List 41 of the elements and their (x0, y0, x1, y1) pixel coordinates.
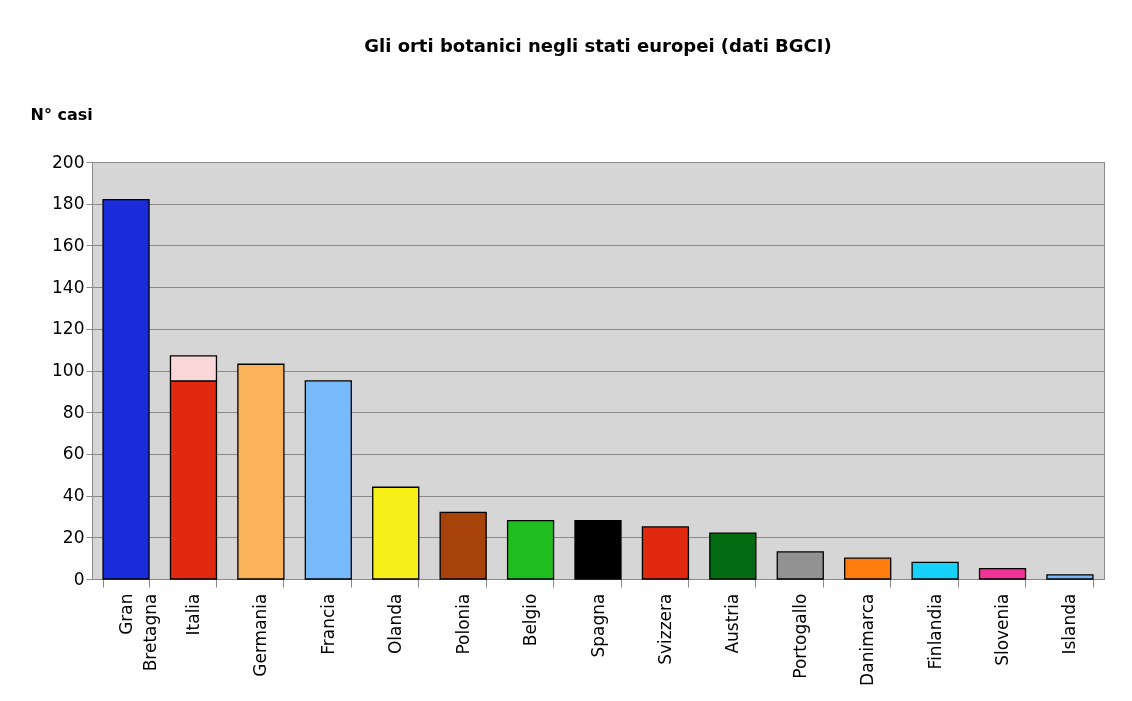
y-tick-label: 0 (73, 568, 85, 589)
x-tick-label: Danimarca (857, 593, 878, 686)
chart-title: Gli orti botanici negli stati europei (dati BGCI) (364, 35, 832, 56)
bar (439, 511, 487, 580)
x-tick-label: Austria (722, 593, 743, 654)
x-tick-label: Germania (250, 593, 271, 677)
y-tick-label: 140 (52, 276, 85, 297)
y-tick-label: 100 (52, 360, 85, 380)
x-tick-label: Spagna (587, 593, 608, 658)
x-tick-label: Belgio (520, 593, 541, 647)
bar (641, 526, 690, 580)
x-tick-label: Islanda (1059, 593, 1080, 655)
bar (574, 519, 622, 580)
bar (304, 380, 352, 580)
x-tick-label: Slovenia (992, 593, 1013, 666)
bar (978, 567, 1027, 580)
x-tick-label: Svizzera (654, 593, 675, 665)
x-tick-label: Francia (317, 593, 338, 655)
y-tick-label: 200 (52, 151, 85, 172)
bar (372, 486, 420, 580)
y-tick-label: 60 (62, 443, 85, 464)
x-tick-label: Italia (182, 593, 203, 636)
bar (911, 561, 959, 580)
y-tick-label: 40 (62, 485, 85, 506)
bar (844, 557, 892, 580)
y-axis-title: N° casi (30, 104, 93, 124)
y-tick-label: 20 (62, 526, 85, 547)
y-tick-label: 180 (52, 193, 85, 214)
x-tick-label: Portogallo (789, 593, 810, 679)
bar (237, 363, 285, 580)
bar (102, 198, 150, 580)
x-tick-label: Olanda (385, 593, 406, 655)
bar (709, 532, 757, 580)
x-tick-label: Polonia (452, 593, 473, 655)
x-tick-label: Finlandia (924, 593, 945, 670)
y-tick-label: 120 (52, 318, 85, 339)
y-tick-label: 160 (52, 234, 85, 255)
x-tick-label: Gran Bretagna (115, 593, 160, 672)
y-tick-label: 80 (62, 401, 85, 422)
bar (1046, 574, 1094, 580)
bar (506, 519, 555, 580)
